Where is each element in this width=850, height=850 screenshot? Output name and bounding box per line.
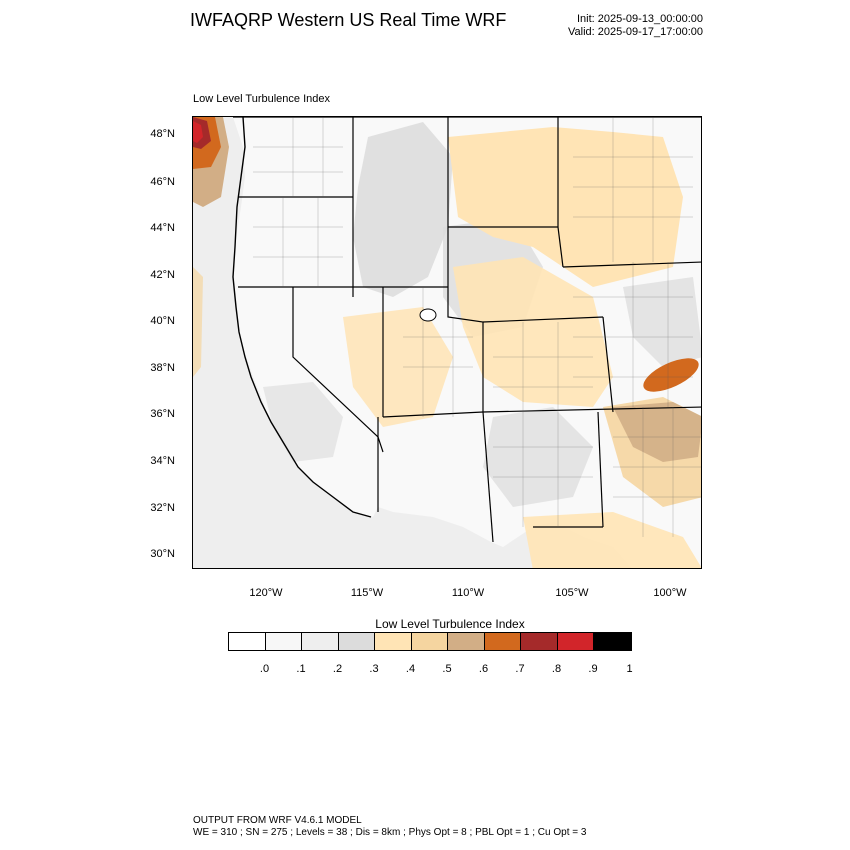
coastline xyxy=(232,117,372,518)
colorbar-tick-label: .5 xyxy=(442,663,452,675)
lon-label: 105°W xyxy=(555,587,589,599)
colorbar-swatch xyxy=(484,633,521,650)
colorbar-tick-label: .4 xyxy=(405,663,416,675)
lon-label: 100°W xyxy=(653,587,687,599)
page-title: IWFAQRP Western US Real Time WRF xyxy=(190,10,507,30)
colorbar-tick-label: .2 xyxy=(332,663,343,675)
low-index-zone xyxy=(483,407,593,507)
colorbar-tick-label: .3 xyxy=(369,663,379,675)
footer-line: WE = 310 ; SN = 275 ; Levels = 38 ; Dis … xyxy=(193,827,587,838)
turbulence-map xyxy=(193,117,701,568)
lat-label: 34°N xyxy=(150,455,175,467)
map-plot xyxy=(192,116,702,569)
low-index-zone xyxy=(623,277,701,367)
lat-label: 30°N xyxy=(150,548,175,560)
lat-label: 42°N xyxy=(150,269,175,281)
colorbar-tick-label: .6 xyxy=(478,663,489,675)
lon-label: 110°W xyxy=(451,587,485,599)
colorbar-swatch xyxy=(594,633,631,650)
footer-line: OUTPUT FROM WRF V4.6.1 MODEL xyxy=(193,815,362,826)
colorbar-tick-label: .0 xyxy=(259,663,270,675)
lat-label: 36°N xyxy=(150,408,175,420)
colorbar-tick-label: .7 xyxy=(515,663,525,675)
moderate-index-zone xyxy=(523,512,701,568)
lat-label: 46°N xyxy=(150,176,175,188)
lake xyxy=(419,308,437,322)
colorbar-swatch xyxy=(521,633,558,650)
lat-label: 32°N xyxy=(150,502,175,514)
lat-label: 38°N xyxy=(150,362,175,374)
run-times: Init: 2025-09-13_00:00:00 Valid: 2025-09… xyxy=(540,13,703,39)
colorbar-title: Low Level Turbulence Index xyxy=(375,617,525,631)
colorbar-tick-label: .8 xyxy=(551,663,562,675)
colorbar-swatch xyxy=(411,633,448,650)
county-lines xyxy=(253,117,701,537)
panel-label: Low Level Turbulence Index xyxy=(193,93,330,105)
init-time: Init: 2025-09-13_00:00:00 xyxy=(577,13,703,25)
very-high-index-zone xyxy=(193,121,203,143)
colorbar-tick-label: .1 xyxy=(296,663,306,675)
coastal-zone xyxy=(193,267,203,377)
colorbar-swatch xyxy=(448,633,485,650)
state-borders xyxy=(233,117,701,543)
colorbar-swatch xyxy=(302,633,339,650)
lon-label: 115°W xyxy=(350,587,384,599)
lat-label: 48°N xyxy=(150,128,175,140)
colorbar-swatch xyxy=(265,633,302,650)
moderate-high-zone xyxy=(613,402,701,462)
colorbar xyxy=(228,632,632,651)
low-index-zone xyxy=(353,122,453,297)
colorbar-tick-label: .9 xyxy=(588,663,598,675)
moderate-index-zone xyxy=(453,257,613,407)
high-index-zone xyxy=(643,358,699,392)
lat-label: 40°N xyxy=(150,315,175,327)
lon-label: 120°W xyxy=(249,587,283,599)
valid-time: Valid: 2025-09-17_17:00:00 xyxy=(568,26,703,38)
colorbar-swatch xyxy=(557,633,594,650)
colorbar-swatch xyxy=(375,633,412,650)
colorbar-tick-label: 1 xyxy=(626,663,633,675)
colorbar-swatch xyxy=(229,633,266,650)
colorbar-swatch xyxy=(338,633,375,650)
lat-label: 44°N xyxy=(150,222,175,234)
model-footer: OUTPUT FROM WRF V4.6.1 MODEL WE = 310 ; … xyxy=(193,815,586,839)
moderate-index-zone xyxy=(448,127,683,287)
